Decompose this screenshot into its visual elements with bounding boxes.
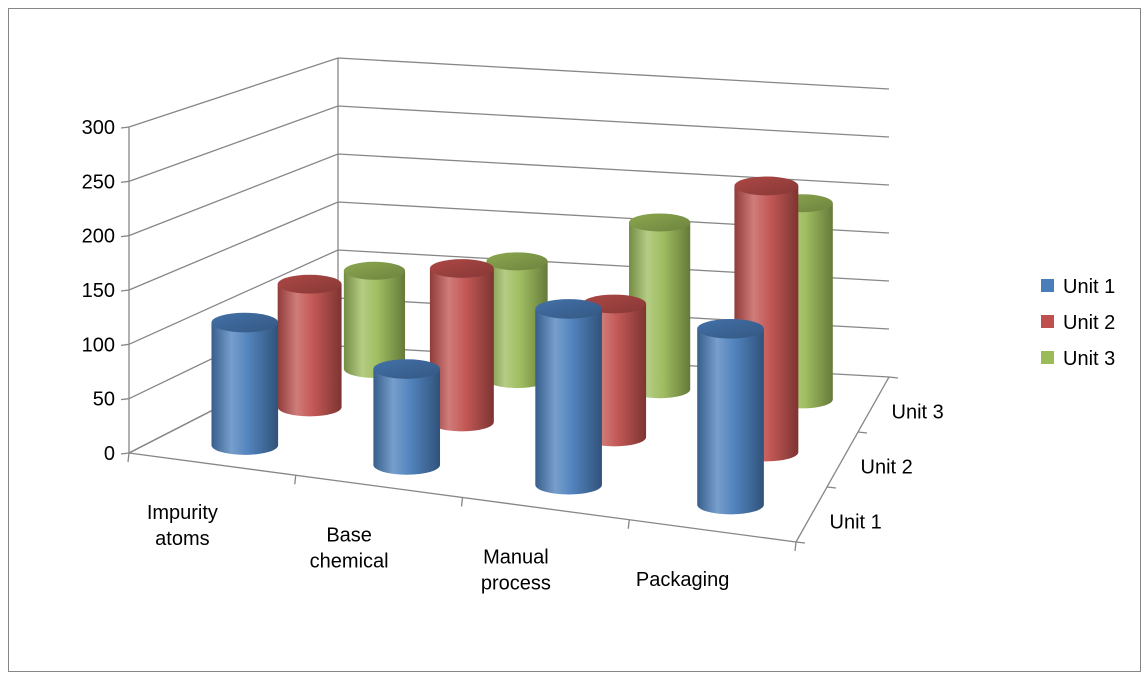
cylinder-body [535, 308, 602, 495]
cylinder-unit-1-impurity-atoms [211, 312, 279, 455]
depth-tick [888, 376, 899, 379]
y-tick-label: 150 [82, 280, 115, 302]
cylinder-top [629, 213, 691, 232]
gridline [128, 153, 890, 237]
category-axis-labels: Impurity atoms Base chemical Manual process Pa… [127, 452, 797, 595]
legend-label-unit-1: Unit 1 [1063, 276, 1115, 298]
plot-area [211, 176, 833, 515]
chart-canvas: 0 50 100 150 200 250 300 Impurity atoms Base chem… [82, 57, 1115, 595]
cylinder-top [277, 274, 342, 294]
cylinder-top [535, 299, 602, 319]
depth-axis-labels: Unit 1 Unit 2 Unit 3 [795, 376, 944, 544]
legend-swatch-unit-3 [1041, 351, 1054, 364]
chart-frame: 0 50 100 150 200 250 300 Impurity atoms Base chem… [8, 8, 1141, 672]
cylinder-unit-1-base-chemical [373, 359, 441, 475]
cylinder-top [429, 259, 494, 278]
category-tick [294, 475, 297, 485]
cylinder-unit-2-base-chemical [429, 259, 494, 432]
y-tick-mark [120, 398, 130, 401]
depth-label-unit-2: Unit 2 [861, 457, 913, 479]
y-tick-mark [120, 235, 130, 238]
legend: Unit 1 Unit 2 Unit 3 [1041, 276, 1115, 370]
depth-label-unit-1: Unit 1 [830, 512, 882, 534]
depth-label-unit-3: Unit 3 [892, 402, 944, 424]
y-tick-label: 250 [82, 171, 115, 193]
cylinder-unit-3-base-chemical [486, 252, 548, 389]
gridline [128, 57, 890, 128]
depth-tick [826, 486, 837, 489]
category-label-manual-process: Manual process [481, 547, 551, 595]
cylinder-body [343, 270, 406, 378]
legend-swatch-unit-2 [1041, 315, 1054, 328]
y-tick-mark [120, 126, 130, 129]
depth-tick [795, 541, 806, 544]
depth-axis-line [795, 376, 890, 543]
gridline [128, 201, 890, 291]
cylinder-body [697, 328, 764, 515]
category-tick [127, 452, 130, 463]
cylinder-body [486, 261, 548, 389]
cylinder-top [343, 261, 406, 280]
y-tick-label: 0 [104, 443, 115, 465]
gridline [128, 105, 890, 182]
cylinder-body [373, 369, 441, 475]
cylinder-unit-3-impurity-atoms [343, 261, 406, 378]
gridline [128, 249, 890, 345]
cylinder-body [277, 284, 342, 417]
cylinder-body [211, 322, 279, 455]
legend-swatch-unit-1 [1041, 279, 1054, 292]
y-tick-mark [120, 452, 130, 455]
y-tick-label: 300 [82, 117, 115, 139]
cylinder-top [697, 318, 764, 339]
y-tick-label: 200 [82, 226, 115, 248]
y-tick-mark [120, 343, 130, 346]
cylinder-unit-2-impurity-atoms [277, 274, 342, 417]
cylinder-top [373, 359, 441, 379]
legend-label-unit-2: Unit 2 [1063, 312, 1115, 334]
category-tick [460, 497, 464, 507]
legend-label-unit-3: Unit 3 [1063, 348, 1115, 370]
cylinder-top [211, 312, 279, 333]
y-axis-ticks: 0 50 100 150 200 250 300 [82, 117, 130, 465]
cylinder-top [734, 176, 799, 196]
cylinder-unit-1-manual-process [535, 299, 602, 495]
cylinder-top [486, 252, 548, 271]
y-tick-mark [120, 289, 130, 292]
category-tick [627, 519, 630, 529]
y-tick-label: 100 [82, 334, 115, 356]
category-label-packaging: Packaging [636, 569, 729, 591]
category-label-base-chemical: Base chemical [310, 524, 389, 572]
y-tick-label: 50 [93, 389, 115, 411]
depth-tick [857, 431, 868, 434]
category-label-impurity-atoms: Impurity atoms [147, 502, 218, 550]
y-tick-mark [120, 180, 130, 183]
category-tick [794, 541, 797, 552]
cylinder-unit-1-packaging [697, 318, 764, 515]
cylinder-body [429, 268, 494, 432]
